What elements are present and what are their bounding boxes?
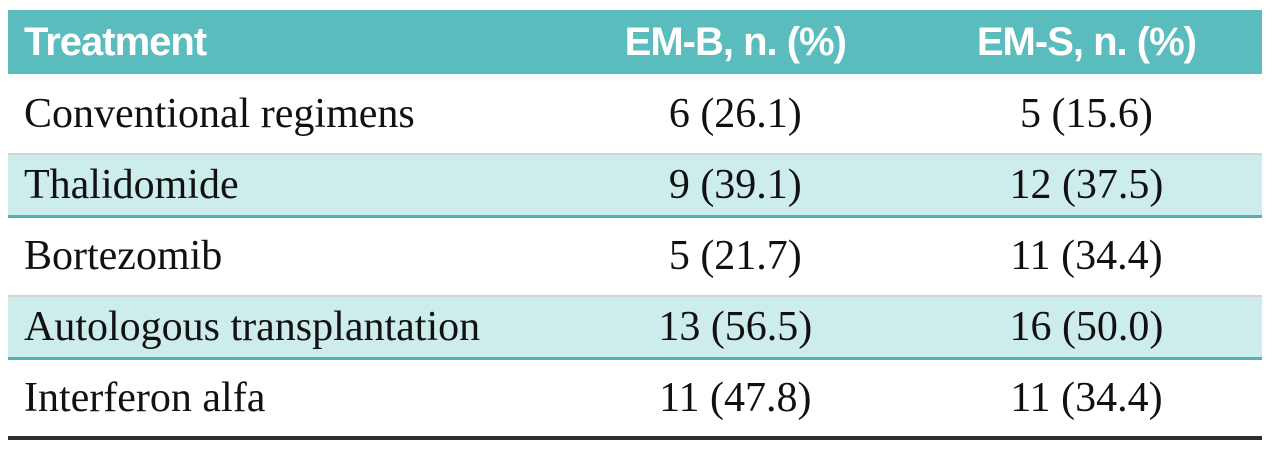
em-b-value-cell: 9 (39.1) [668,161,802,208]
em-b-value-cell: 13 (56.5) [658,303,813,350]
treatment-cell: Interferon alfa [24,374,266,421]
em-s-value-cell: 12 (37.5) [1009,161,1164,208]
column-header-em-b: EM-B, n. (%) [559,10,911,74]
treatment-cell: Bortezomib [24,233,223,280]
em-s-value-cell: 5 (15.6) [1019,90,1153,137]
em-s-value-cell: 11 (34.4) [1010,233,1163,280]
em-s-value-cell: 11 (34.4) [1010,374,1163,421]
treatment-table-container: Treatment EM-B, n. (%) EM-S, n. (%) Conv… [8,10,1262,440]
em-b-value-cell: 6 (26.1) [668,90,802,137]
treatment-cell: Thalidomide [24,161,239,208]
treatment-table: Treatment EM-B, n. (%) EM-S, n. (%) Conv… [8,10,1262,440]
column-header-em-s: EM-S, n. (%) [910,10,1262,74]
column-header-treatment: Treatment [8,10,560,74]
em-b-value-cell: 5 (21.7) [668,233,802,280]
table-row: Bortezomib 5 (21.7) 11 (34.4) [8,216,1262,296]
table-row: Thalidomide 9 (39.1) 12 (37.5) [8,154,1262,216]
em-s-value-cell: 16 (50.0) [1009,303,1164,350]
table-row: Conventional regimens 6 (26.1) 5 (15.6) [8,74,1262,154]
em-b-value-cell: 11 (47.8) [659,374,812,421]
table-row: Interferon alfa 11 (47.8) 11 (34.4) [8,358,1262,438]
treatment-cell: Conventional regimens [24,90,415,137]
treatment-cell: Autologous transplantation [24,303,481,350]
table-row: Autologous transplantation 13 (56.5) 16 … [8,296,1262,358]
header-row: Treatment EM-B, n. (%) EM-S, n. (%) [8,10,1262,74]
table-body: Conventional regimens 6 (26.1) 5 (15.6) … [8,74,1262,438]
